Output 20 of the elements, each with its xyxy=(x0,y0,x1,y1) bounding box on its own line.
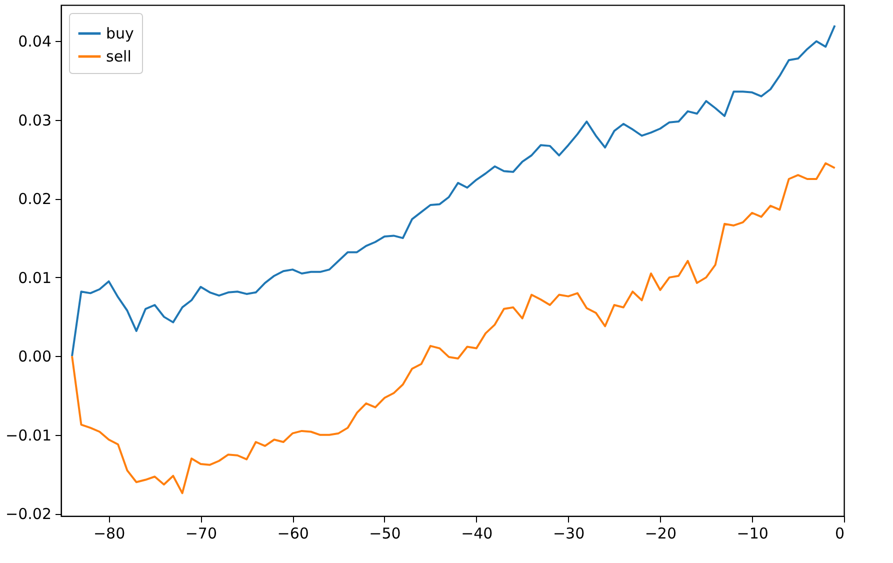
x-tick-label: −20 xyxy=(644,524,677,542)
y-tick-label: 0.03 xyxy=(18,111,52,130)
x-tick-label: −10 xyxy=(736,524,768,542)
legend-label: sell xyxy=(106,48,132,66)
line-series xyxy=(71,162,836,494)
y-tick-label: 0.04 xyxy=(18,32,52,51)
x-tick-label: 0 xyxy=(834,524,844,542)
x-tick-label: −30 xyxy=(552,524,585,542)
x-tick-label: −80 xyxy=(93,524,126,542)
y-tick-label: 0.01 xyxy=(18,268,52,287)
line-series xyxy=(71,24,836,358)
y-tick-label: 0.02 xyxy=(18,190,52,208)
y-tick-label: −0.02 xyxy=(6,505,52,524)
x-tick-label: −50 xyxy=(369,524,401,542)
y-tick-label: −0.01 xyxy=(6,426,52,444)
legend-label: buy xyxy=(106,24,134,42)
y-tick-label: 0.00 xyxy=(18,348,52,366)
x-tick-label: −60 xyxy=(277,524,309,542)
x-tick-label: −40 xyxy=(461,524,493,542)
x-tick-label: −70 xyxy=(185,524,218,542)
